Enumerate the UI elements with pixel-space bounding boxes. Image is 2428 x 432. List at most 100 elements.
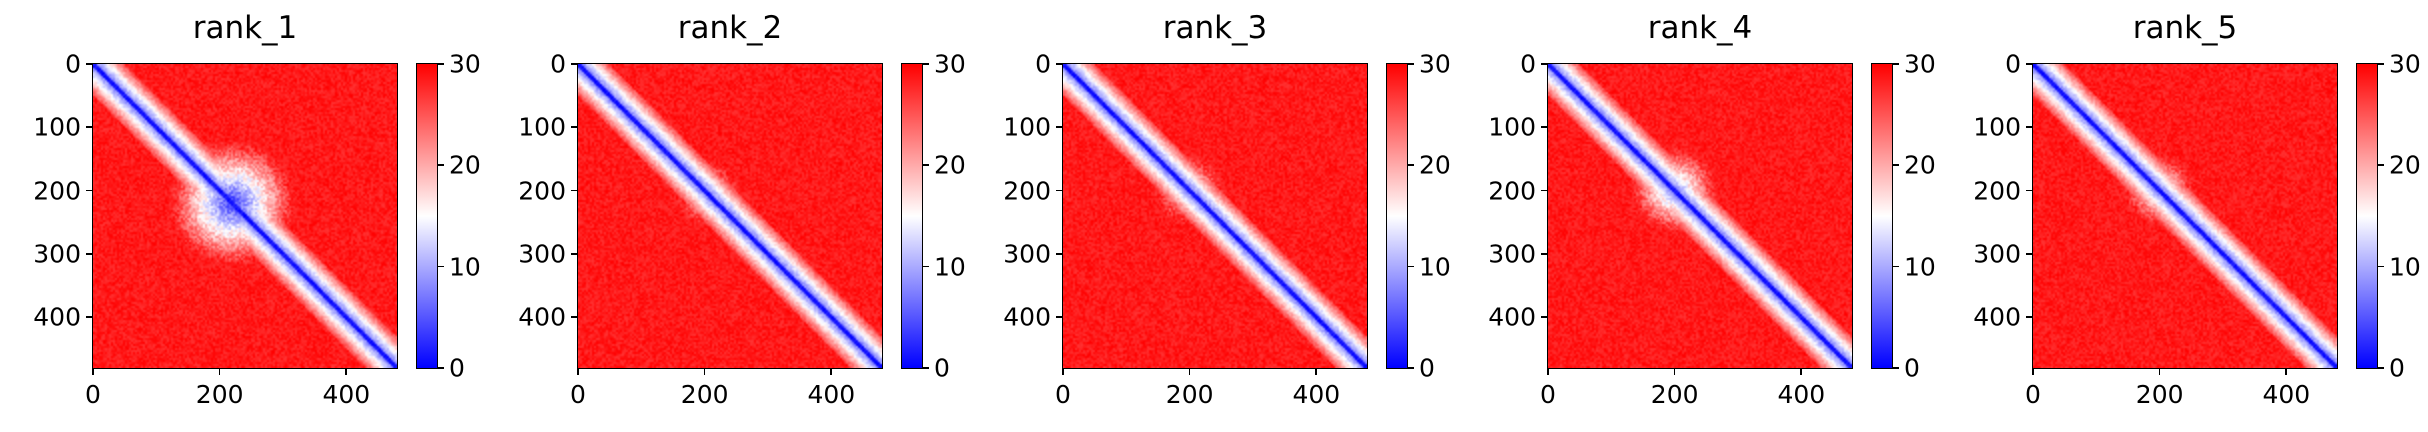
y-tick-mark xyxy=(2026,316,2033,318)
colorbar-tick-mark xyxy=(922,164,929,166)
heatmap-panel-1: rank_1 0 200 400 0 100 200 300 400 0 10 20 30 xyxy=(0,0,481,432)
colorbar-tick-mark xyxy=(1892,63,1899,65)
heatmap-panel-2: rank_2 0 200 400 0 100 200 300 400 0 10 20 30 xyxy=(485,0,966,432)
y-tick-label: 100 xyxy=(1973,112,2021,142)
x-tick-mark xyxy=(577,368,579,375)
x-tick-label: 200 xyxy=(1650,380,1699,409)
x-tick-mark xyxy=(218,368,221,375)
y-tick-label: 100 xyxy=(1003,112,1051,142)
x-tick-label: 200 xyxy=(680,380,729,409)
colorbar-frame xyxy=(416,63,438,369)
y-tick-label: 200 xyxy=(33,176,81,206)
y-tick-label: 300 xyxy=(1488,239,1536,269)
x-tick-label: 0 xyxy=(85,380,101,409)
colorbar xyxy=(1386,63,1408,369)
y-tick-mark xyxy=(571,189,578,192)
colorbar xyxy=(1871,63,1893,369)
colorbar-tick-label: 30 xyxy=(1419,49,1451,79)
y-tick-mark xyxy=(86,189,93,192)
colorbar-tick-label: 0 xyxy=(2389,353,2405,383)
x-tick-mark xyxy=(1062,368,1064,375)
x-tick-mark xyxy=(1547,368,1549,375)
colorbar-tick-label: 0 xyxy=(934,353,950,383)
heatmap-canvas xyxy=(93,64,397,368)
heatmap-panel-4: rank_4 0 200 400 0 100 200 300 400 0 10 20 30 xyxy=(1455,0,1936,432)
colorbar-tick-mark xyxy=(1407,63,1414,65)
y-tick-label: 300 xyxy=(1973,239,2021,269)
x-tick-mark xyxy=(2285,368,2287,375)
y-tick-mark xyxy=(2026,63,2033,65)
y-tick-mark xyxy=(2026,253,2033,255)
heatmap-panel-5: rank_5 0 200 400 0 100 200 300 400 0 10 20 30 xyxy=(1940,0,2421,432)
colorbar-tick-mark xyxy=(1407,164,1414,166)
y-tick-mark xyxy=(1541,126,1548,128)
colorbar-tick-label: 20 xyxy=(934,150,966,180)
y-tick-mark xyxy=(86,253,93,255)
colorbar-tick-label: 20 xyxy=(449,150,481,180)
heatmap-frame xyxy=(577,63,883,369)
y-tick-mark xyxy=(1056,189,1063,192)
x-tick-label: 400 xyxy=(2262,380,2311,409)
colorbar xyxy=(901,63,923,369)
x-tick-mark xyxy=(92,368,94,375)
y-tick-label: 0 xyxy=(1035,49,1051,79)
heatmap-canvas xyxy=(578,64,882,368)
colorbar-tick-mark xyxy=(922,367,929,369)
y-tick-mark xyxy=(571,126,578,128)
heatmap-frame xyxy=(2032,63,2338,369)
colorbar-tick-mark xyxy=(1407,265,1414,268)
colorbar-tick-label: 10 xyxy=(934,252,966,282)
colorbar-tick-mark xyxy=(1892,367,1899,369)
colorbar-tick-label: 30 xyxy=(1904,49,1936,79)
heatmap-canvas xyxy=(1548,64,1852,368)
panel-title: rank_4 xyxy=(1647,10,1753,46)
y-tick-mark xyxy=(571,63,578,65)
y-tick-mark xyxy=(1541,316,1548,318)
colorbar-tick-mark xyxy=(2377,164,2384,166)
colorbar-tick-label: 30 xyxy=(449,49,481,79)
x-tick-label: 400 xyxy=(807,380,856,409)
x-tick-label: 200 xyxy=(2135,380,2184,409)
colorbar-tick-label: 0 xyxy=(1904,353,1920,383)
y-tick-label: 400 xyxy=(33,302,81,332)
y-tick-mark xyxy=(86,126,93,128)
x-tick-mark xyxy=(1315,368,1317,375)
y-tick-label: 100 xyxy=(518,112,566,142)
panel-title: rank_2 xyxy=(677,10,783,46)
colorbar-tick-mark xyxy=(437,367,444,369)
x-tick-mark xyxy=(2032,368,2034,375)
x-tick-mark xyxy=(1800,368,1802,375)
x-tick-label: 200 xyxy=(1165,380,1214,409)
x-tick-label: 200 xyxy=(195,380,244,409)
colorbar-tick-mark xyxy=(2377,63,2384,65)
colorbar-tick-label: 20 xyxy=(1419,150,1451,180)
colorbar xyxy=(416,63,438,369)
colorbar-tick-label: 0 xyxy=(449,353,465,383)
y-tick-mark xyxy=(86,316,93,318)
x-tick-mark xyxy=(1188,368,1191,375)
colorbar-tick-mark xyxy=(2377,265,2384,268)
panel-title: rank_1 xyxy=(192,10,298,46)
colorbar-tick-mark xyxy=(922,63,929,65)
colorbar-tick-mark xyxy=(437,164,444,166)
y-tick-mark xyxy=(571,253,578,255)
y-tick-mark xyxy=(1056,63,1063,65)
x-tick-mark xyxy=(830,368,832,375)
y-tick-mark xyxy=(2026,189,2033,192)
y-tick-mark xyxy=(1056,126,1063,128)
x-tick-mark xyxy=(2158,368,2161,375)
colorbar-tick-mark xyxy=(1407,367,1414,369)
x-tick-mark xyxy=(1673,368,1676,375)
colorbar-tick-mark xyxy=(922,265,929,268)
colorbar-tick-mark xyxy=(437,265,444,268)
y-tick-mark xyxy=(1541,189,1548,192)
x-tick-label: 400 xyxy=(1292,380,1341,409)
heatmap-plot xyxy=(577,63,883,369)
y-tick-mark xyxy=(1056,316,1063,318)
x-tick-label: 0 xyxy=(570,380,586,409)
y-tick-label: 400 xyxy=(1003,302,1051,332)
colorbar-tick-label: 10 xyxy=(2389,252,2421,282)
colorbar-tick-mark xyxy=(1892,164,1899,166)
colorbar-tick-label: 30 xyxy=(2389,49,2421,79)
